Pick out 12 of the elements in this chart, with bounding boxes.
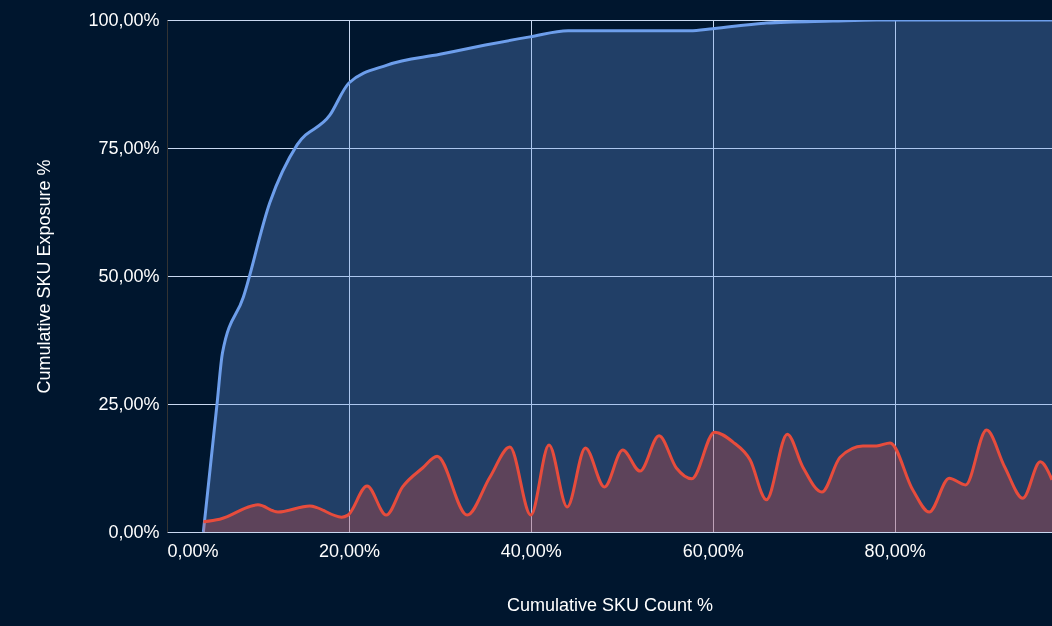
x-tick-label: 60,00% xyxy=(682,540,744,561)
y-tick-label: 0,00% xyxy=(108,521,160,542)
x-tick-label: 0,00% xyxy=(167,540,219,561)
y-tick-label: 100,00% xyxy=(88,9,160,30)
y-tick-label: 25,00% xyxy=(98,393,160,414)
x-axis-title: Cumulative SKU Count % xyxy=(506,594,714,615)
x-tick-label: 80,00% xyxy=(864,540,926,561)
y-tick-label: 50,00% xyxy=(98,265,160,286)
y-tick-label: 75,00% xyxy=(98,137,160,158)
x-tick-label: 40,00% xyxy=(500,540,562,561)
y-axis-title: Cumulative SKU Exposure % xyxy=(34,159,55,394)
x-tick-label: 20,00% xyxy=(318,540,380,561)
